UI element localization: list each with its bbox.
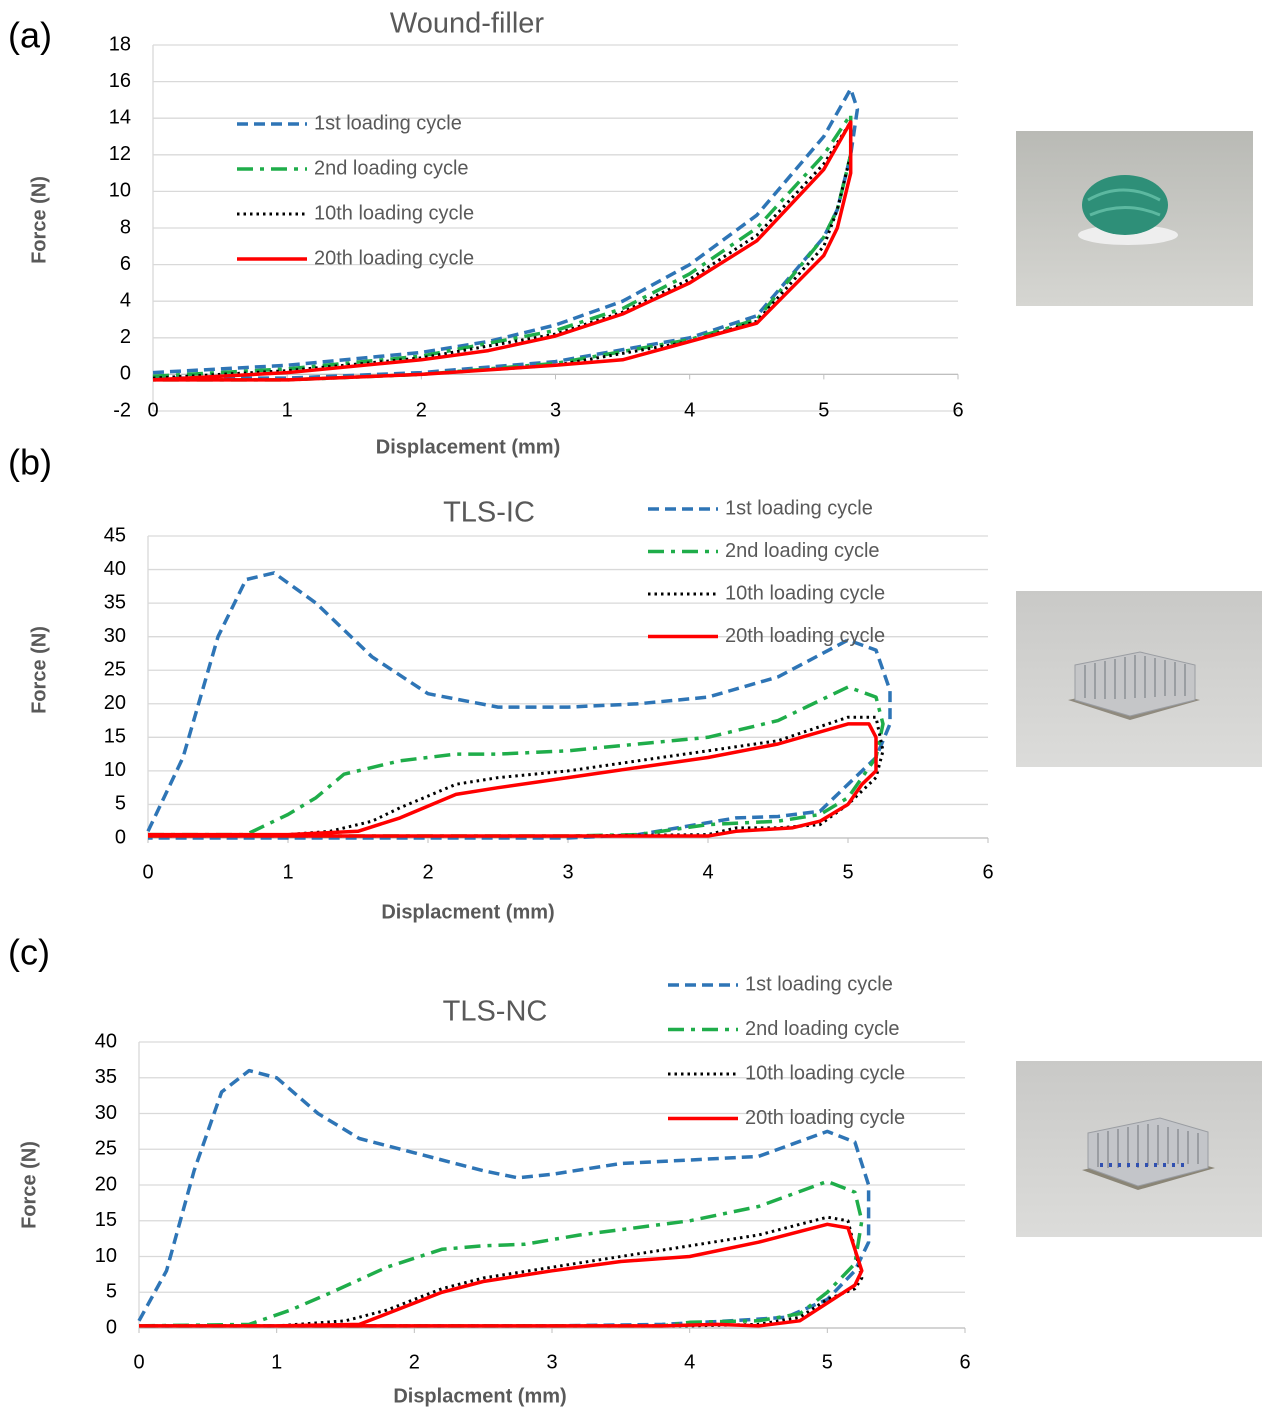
x-tick-label: 0 [147, 399, 158, 421]
y-tick-label: 15 [95, 1209, 117, 1231]
series-line [148, 715, 885, 838]
y-tick-label: 45 [104, 524, 126, 546]
x-tick-label: 3 [562, 861, 573, 883]
x-tick-label: 5 [818, 399, 829, 421]
y-tick-label: 40 [95, 1030, 117, 1052]
chart-title: TLS-IC [443, 497, 535, 529]
legend-label: 2nd loading cycle [725, 540, 880, 562]
series-line [138, 1179, 864, 1328]
x-tick-label: 6 [982, 861, 993, 883]
legend-label: 2nd loading cycle [745, 1018, 900, 1040]
legend-label: 1st loading cycle [725, 497, 873, 519]
legend-label: 10th loading cycle [745, 1062, 905, 1084]
y-tick-label: 14 [109, 106, 131, 128]
photo-wound-filler [1016, 131, 1253, 306]
series-line [139, 1222, 864, 1328]
x-tick-label: 3 [550, 399, 561, 421]
y-tick-label: 20 [95, 1173, 117, 1195]
y-tick-label: 12 [109, 143, 131, 165]
x-tick-label: 6 [959, 1351, 970, 1373]
y-tick-label: 25 [104, 659, 126, 681]
legend-label: 1st loading cycle [745, 973, 893, 995]
y-tick-label: 40 [104, 558, 126, 580]
y-tick-label: 10 [109, 180, 131, 202]
y-tick-label: -2 [113, 399, 131, 421]
y-tick-label: 35 [104, 591, 126, 613]
y-tick-label: 6 [120, 253, 131, 275]
legend-label: 1st loading cycle [314, 112, 462, 134]
x-tick-label: 5 [842, 861, 853, 883]
series-line [139, 1215, 864, 1328]
y-tick-label: 30 [95, 1102, 117, 1124]
series-line [152, 120, 853, 382]
y-tick-label: 5 [106, 1281, 117, 1303]
y-tick-label: 0 [120, 363, 131, 385]
series-line [137, 1068, 871, 1328]
y-axis-title: Force (N) [28, 176, 50, 264]
series-line [148, 685, 885, 838]
y-axis-title: Force (N) [28, 626, 50, 714]
x-tick-label: 1 [271, 1351, 282, 1373]
x-tick-label: 6 [952, 399, 963, 421]
y-tick-label: 4 [120, 289, 131, 311]
legend-label: 20th loading cycle [725, 625, 885, 647]
series-line [152, 112, 853, 382]
y-tick-label: 5 [115, 793, 126, 815]
y-tick-label: 30 [104, 625, 126, 647]
x-tick-label: 2 [422, 861, 433, 883]
x-tick-label: 3 [546, 1351, 557, 1373]
legend-label: 10th loading cycle [314, 202, 474, 224]
x-tick-label: 4 [684, 399, 695, 421]
panel-label: (a) [8, 15, 52, 56]
y-tick-label: 10 [95, 1245, 117, 1267]
x-tick-label: 5 [822, 1351, 833, 1373]
chart-title: Wound-filler [390, 8, 545, 40]
y-tick-label: 18 [109, 33, 131, 55]
x-axis-title: Displacement (mm) [376, 436, 561, 458]
chart-title: TLS-NC [443, 996, 548, 1028]
x-tick-label: 2 [409, 1351, 420, 1373]
photo-tls-nc [1016, 1061, 1262, 1237]
series-line [148, 722, 878, 838]
panel: (a) Wound-filler Displacement (mm) Force (N… [8, 8, 964, 459]
y-tick-label: 10 [104, 759, 126, 781]
legend-label: 20th loading cycle [314, 247, 474, 269]
y-tick-label: 35 [95, 1066, 117, 1088]
y-tick-label: 15 [104, 726, 126, 748]
x-tick-label: 2 [416, 399, 427, 421]
legend-label: 10th loading cycle [725, 582, 885, 604]
legend-label: 2nd loading cycle [314, 157, 469, 179]
y-tick-label: 20 [104, 692, 126, 714]
x-tick-label: 4 [702, 861, 713, 883]
y-tick-label: 2 [120, 326, 131, 348]
x-tick-label: 1 [282, 399, 293, 421]
panel-label: (c) [8, 932, 50, 973]
y-tick-label: 16 [109, 70, 131, 92]
panel-label: (b) [8, 442, 52, 483]
y-tick-label: 8 [120, 216, 131, 238]
x-axis-title: Displacment (mm) [393, 1385, 566, 1407]
series-line [152, 87, 860, 380]
photo-tls-ic [1016, 591, 1262, 767]
y-tick-label: 25 [95, 1138, 117, 1160]
x-axis-title: Displacment (mm) [381, 901, 554, 923]
x-tick-label: 1 [282, 861, 293, 883]
x-tick-label: 0 [142, 861, 153, 883]
legend-label: 20th loading cycle [745, 1107, 905, 1129]
x-tick-label: 4 [684, 1351, 695, 1373]
x-tick-label: 0 [133, 1351, 144, 1373]
y-axis-title: Force (N) [18, 1141, 40, 1229]
y-tick-label: 0 [106, 1316, 117, 1338]
y-tick-label: 0 [115, 826, 126, 848]
series-line [146, 571, 892, 840]
